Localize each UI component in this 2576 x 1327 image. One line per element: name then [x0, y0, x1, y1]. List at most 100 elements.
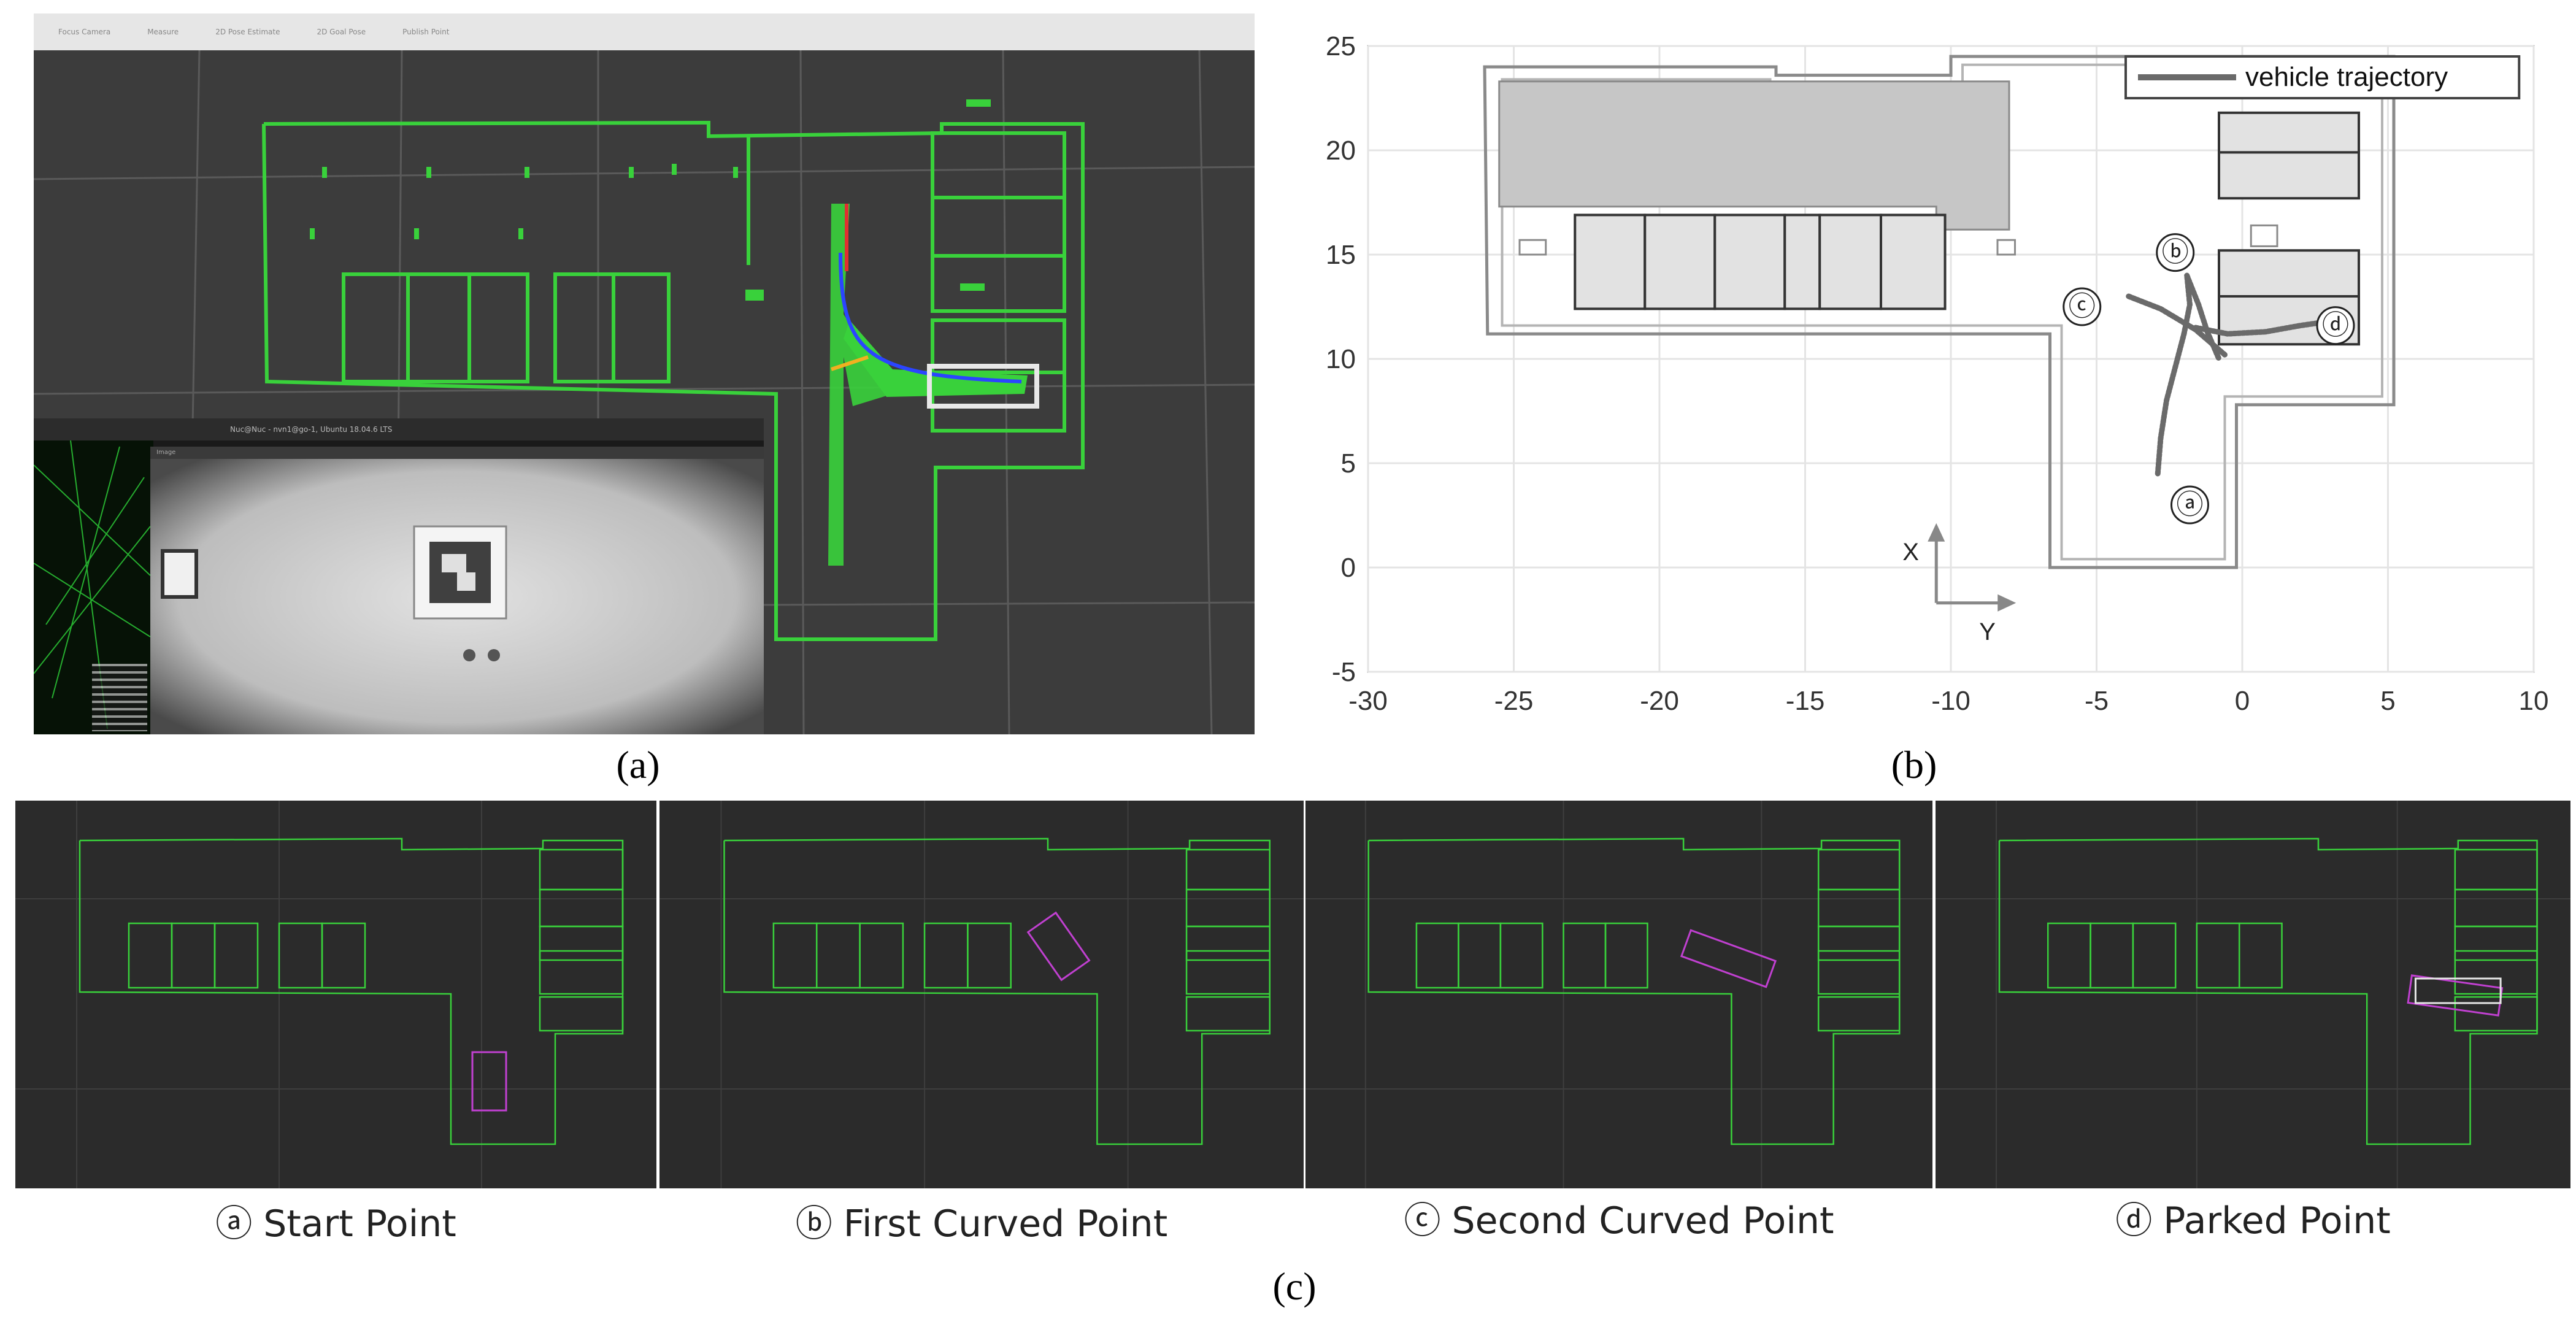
- marker-d: ⓓ: [2115, 1199, 2153, 1242]
- annotation-label: ⓒ: [2069, 291, 2096, 321]
- parking-slot: [1783, 213, 1821, 310]
- x-tick-label: -15: [1786, 686, 1825, 716]
- parking-slot: [539, 996, 624, 1032]
- parking-slot: [1713, 213, 1786, 310]
- x-tick-label: 0: [2235, 686, 2250, 716]
- parking-slot: [1817, 925, 1901, 961]
- map-outline: [1998, 837, 2538, 1145]
- marker-b: ⓑ: [795, 1202, 832, 1245]
- parking-slot: [1499, 922, 1544, 989]
- annotation-label: ⓓ: [2322, 310, 2349, 340]
- camera-frame: [150, 459, 764, 734]
- subcaption-second-curve: ⓒ Second Curved Point: [1404, 1199, 1834, 1242]
- rviz-toolbar: Focus Camera Measure 2D Pose Estimate 2D…: [34, 13, 1255, 50]
- parking-slot: [2218, 151, 2360, 200]
- trajectory-line: [2193, 318, 2332, 337]
- parking-slot: [321, 922, 366, 989]
- subcaption-parked: ⓓ Parked Point: [2115, 1199, 2391, 1242]
- map-outline: [723, 837, 1271, 1145]
- parking-slot: [1644, 213, 1717, 310]
- subcaption-first-curve: ⓑ First Curved Point: [795, 1202, 1168, 1245]
- terminal-window: Nuc@Nuc - nvn1@go-1, Ubuntu 18.04.6 LTS …: [34, 418, 764, 734]
- axis-indicator-y-head: [1997, 594, 2017, 612]
- parking-slot: [1574, 213, 1647, 310]
- parking-slot: [213, 922, 259, 989]
- legend-label: vehicle trajectory: [2245, 62, 2448, 92]
- y-tick-label: 0: [1341, 553, 1356, 583]
- toolbar-item[interactable]: 2D Goal Pose: [317, 28, 366, 36]
- map-pillar: [2250, 224, 2278, 247]
- toolbar-item[interactable]: Focus Camera: [58, 28, 111, 36]
- toolbar-item[interactable]: Publish Point: [402, 28, 450, 36]
- parking-slot: [2238, 922, 2283, 989]
- camera-image-window: Image: [150, 447, 764, 734]
- parking-slot: [1185, 925, 1271, 961]
- parking-slot: [1817, 950, 1901, 995]
- goal-slot-marker: [2414, 977, 2502, 1004]
- x-tick-label: -5: [2085, 686, 2109, 716]
- parking-slot: [1880, 213, 1947, 310]
- axis-indicator-x-head: [1928, 523, 1945, 542]
- subcaption-start: ⓐ Start Point: [215, 1202, 456, 1245]
- y-tick-label: 25: [1326, 31, 1356, 61]
- parking-slot: [539, 950, 624, 995]
- figure-a-photo: Focus Camera Measure 2D Pose Estimate 2D…: [34, 13, 1255, 734]
- x-tick-label: 10: [2519, 686, 2549, 716]
- parking-slot: [2218, 111, 2360, 154]
- parking-slot: [967, 922, 1012, 989]
- terminal-text-block: [92, 664, 147, 731]
- axis-indicator-y-label: Y: [1979, 618, 1996, 645]
- map-pillar: [1996, 239, 2016, 256]
- caption-c: (c): [1272, 1264, 1317, 1308]
- parking-slot: [859, 922, 904, 989]
- caption-a: (a): [616, 743, 660, 787]
- parking-slot: [539, 925, 624, 961]
- parking-slot: [2218, 249, 2360, 298]
- panel-c-start: [15, 801, 656, 1188]
- toolbar-item[interactable]: Measure: [147, 28, 179, 36]
- annotation-circle: [2156, 233, 2195, 272]
- parking-slot: [2454, 950, 2538, 995]
- terminal-titlebar: Nuc@Nuc - nvn1@go-1, Ubuntu 18.04.6 LTS: [34, 418, 764, 440]
- panel-c-parked: [1936, 801, 2570, 1188]
- parking-slot: [2132, 922, 2177, 989]
- annotation-label: ⓑ: [2162, 237, 2189, 267]
- x-tick-label: -30: [1348, 686, 1388, 716]
- toolbar-item[interactable]: 2D Pose Estimate: [215, 28, 280, 36]
- x-tick-label: -20: [1640, 686, 1679, 716]
- parking-slot: [1185, 996, 1271, 1032]
- map-outline: [1367, 837, 1901, 1145]
- annotation-circle: [2170, 485, 2209, 525]
- map-pillar: [1518, 239, 1547, 256]
- vehicle-footprint: [471, 1051, 507, 1112]
- panel-c-second-curve: [1305, 801, 1932, 1188]
- annotation-circle: [2316, 306, 2355, 345]
- x-tick-label: -10: [1931, 686, 1970, 716]
- annotation-label: ⓐ: [2177, 490, 2204, 520]
- marker-a: ⓐ: [215, 1202, 253, 1245]
- parking-slot: [1604, 922, 1648, 989]
- panel-c-first-curve: [659, 801, 1304, 1188]
- parking-slot: [1817, 996, 1901, 1032]
- trajectory-line: [2155, 272, 2193, 477]
- y-tick-label: -5: [1332, 657, 1356, 687]
- parking-slot: [2454, 996, 2538, 1032]
- parking-slot: [1818, 213, 1882, 310]
- x-tick-label: 5: [2380, 686, 2395, 716]
- marker-c: ⓒ: [1404, 1199, 1441, 1242]
- map-outer-wall: [1483, 55, 2396, 569]
- trajectory-chart: -30 -25 -20 -15 -10 -5 0 5 10 -5 0 5 10 15 20 25 ⓐ ⓑ ⓒ ⓓ veh…: [1326, 31, 2549, 716]
- y-tick-label: 20: [1326, 136, 1356, 166]
- vehicle-footprint: [1026, 911, 1091, 982]
- vehicle-footprint: [1680, 929, 1777, 988]
- y-tick-label: 15: [1326, 240, 1356, 270]
- caption-b: (b): [1891, 743, 1937, 787]
- x-tick-label: -25: [1494, 686, 1534, 716]
- parking-slot: [2454, 925, 2538, 961]
- annotation-circle: [2063, 287, 2102, 326]
- map-building-block: [1498, 80, 2010, 231]
- trajectory-line: [2126, 293, 2228, 358]
- y-tick-label: 10: [1326, 344, 1356, 374]
- parking-slot: [1185, 950, 1271, 995]
- map-outline: [79, 837, 624, 1145]
